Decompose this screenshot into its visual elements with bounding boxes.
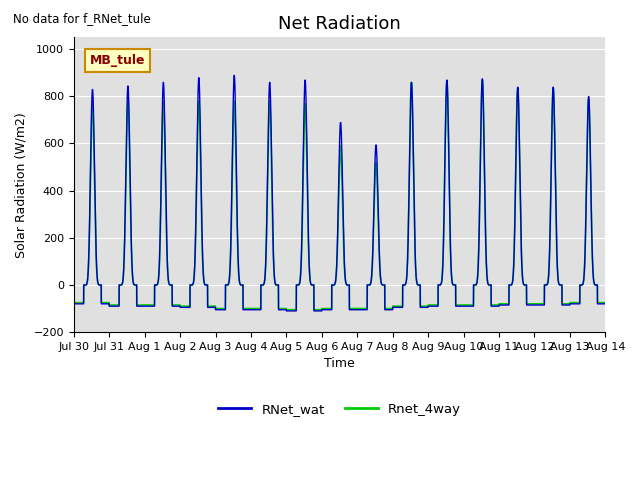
Text: No data for f_RNet_tule: No data for f_RNet_tule: [13, 12, 150, 25]
Line: Rnet_4way: Rnet_4way: [74, 80, 605, 310]
Line: RNet_wat: RNet_wat: [74, 75, 605, 311]
X-axis label: Time: Time: [324, 358, 355, 371]
RNet_wat: [601, 301, 609, 307]
RNet_wat: [320, 307, 328, 312]
Rnet_4way: [489, 302, 497, 308]
Rnet_4way: [429, 302, 437, 308]
Rnet_4way: [602, 300, 609, 306]
Rnet_4way: [320, 306, 328, 312]
RNet_wat: [70, 301, 77, 307]
Y-axis label: Solar Radiation (W/m2): Solar Radiation (W/m2): [15, 112, 28, 258]
RNet_wat: [429, 303, 437, 309]
Rnet_4way: [479, 77, 486, 83]
Rnet_4way: [283, 307, 291, 312]
Rnet_4way: [459, 302, 467, 308]
Rnet_4way: [165, 282, 173, 288]
RNet_wat: [230, 72, 238, 78]
RNet_wat: [602, 301, 609, 307]
Rnet_4way: [70, 300, 77, 306]
Title: Net Radiation: Net Radiation: [278, 15, 401, 33]
RNet_wat: [283, 308, 291, 314]
Text: MB_tule: MB_tule: [90, 54, 145, 67]
RNet_wat: [489, 303, 497, 309]
Legend: RNet_wat, Rnet_4way: RNet_wat, Rnet_4way: [212, 398, 467, 421]
Rnet_4way: [601, 300, 609, 306]
RNet_wat: [165, 281, 173, 287]
RNet_wat: [459, 303, 467, 309]
